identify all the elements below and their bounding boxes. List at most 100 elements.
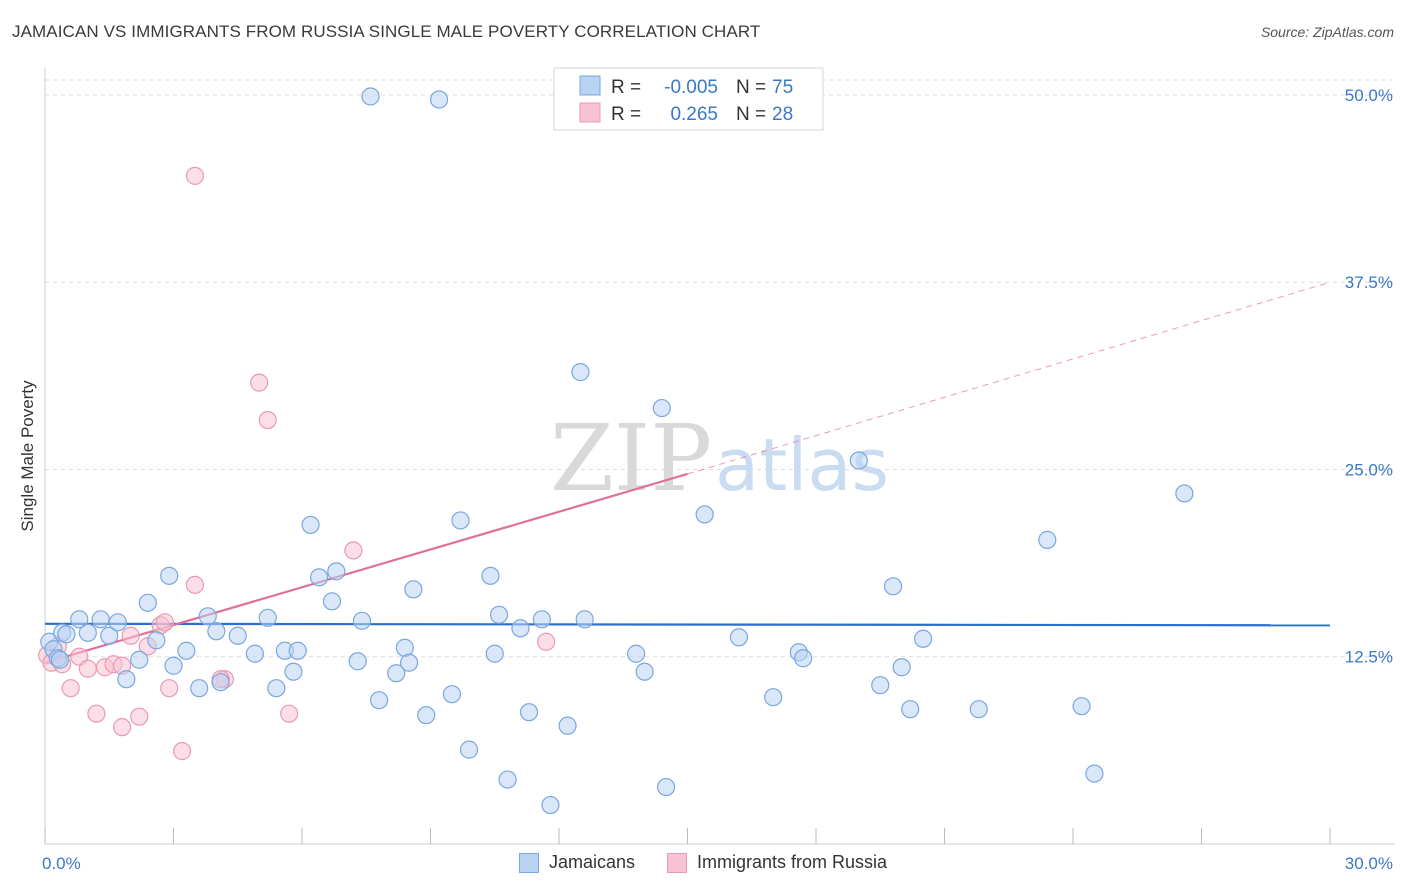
data-point-russia [160,679,179,698]
data-point-russia [87,704,106,723]
data-point-jamaicans [245,644,264,663]
data-point-jamaicans [57,625,76,644]
data-point-jamaicans [498,770,517,789]
data-point-russia [155,613,175,632]
data-point-russia [280,704,299,723]
bottom-legend-label-russia: Immigrants from Russia [697,852,888,872]
y-tick-label: 25.0% [1345,460,1393,479]
data-point-jamaicans [288,641,307,660]
data-point-jamaicans [695,505,714,524]
data-point-jamaicans [451,511,470,530]
axis-layer [44,68,1395,845]
series-russia-points [38,166,556,761]
data-point-jamaicans [794,649,813,668]
trend-layer [44,281,1331,664]
data-point-jamaicans [969,700,988,719]
data-point-jamaicans [267,679,286,698]
data-point-jamaicans [871,676,890,695]
data-point-jamaicans [310,568,329,587]
data-point-jamaicans [130,650,149,669]
trendline-russia-extension [687,281,1331,475]
y-tick-label: 37.5% [1345,273,1393,292]
data-point-jamaicans [211,673,230,692]
data-point-jamaicans [207,622,226,641]
data-point-jamaicans [284,662,303,681]
legend-r-label-1: R = [611,77,641,98]
data-point-jamaicans [177,641,196,660]
data-point-jamaicans [78,623,97,642]
data-point-jamaicans [160,566,179,585]
data-point-jamaicans [764,688,783,707]
data-point-jamaicans [370,691,389,710]
data-point-russia [344,541,363,560]
data-point-russia [121,626,140,645]
legend-r-value-russia: 0.265 [670,104,718,125]
data-point-jamaicans [1175,484,1194,503]
data-point-jamaicans [901,700,920,719]
bottom-legend-swatch-jamaicans [518,852,539,873]
y-axis-title: Single Male Poverty [18,380,37,532]
trendline-russia [44,472,688,664]
data-point-russia [78,659,97,678]
grid-layer [45,79,1395,658]
y-tick-label: 50.0% [1345,86,1393,105]
legend: R = -0.005 N = 75 R = 0.265 N = 28 [553,67,824,131]
data-point-jamaicans [913,629,933,648]
trendline-jamaicans [44,622,1331,627]
data-point-jamaicans [635,662,654,681]
data-point-russia [250,373,269,392]
legend-swatch-jamaicans [579,75,601,96]
data-point-jamaicans [100,626,119,645]
watermark: ZIP atlas [550,405,889,512]
x-tick-label-max: 30.0% [1345,854,1393,873]
data-point-jamaicans [70,610,89,629]
data-point-jamaicans [429,90,449,109]
data-point-jamaicans [849,451,868,470]
data-point-jamaicans [883,577,903,596]
data-point-jamaicans [442,685,462,704]
data-point-russia [185,575,205,594]
legend-n-label-2: N = [736,104,766,125]
data-point-jamaicans [108,613,127,632]
data-point-jamaicans [489,605,509,624]
data-point-jamaicans [571,363,590,382]
data-point-jamaicans [164,656,183,675]
data-point-jamaicans [417,706,436,725]
bottom-legend-swatch-russia [667,852,687,873]
data-point-jamaicans [91,610,110,629]
data-point-jamaicans [322,592,342,611]
data-point-jamaicans [352,611,372,630]
data-point-jamaicans [652,398,671,418]
data-point-russia [172,742,192,761]
data-point-jamaicans [190,679,209,698]
data-point-jamaicans [348,652,367,671]
data-point-jamaicans [228,626,247,645]
y-tick-label: 12.5% [1345,648,1393,667]
data-point-jamaicans [301,515,320,535]
data-point-jamaicans [575,610,594,629]
data-point-jamaicans [481,566,500,585]
data-point-jamaicans [558,716,577,735]
data-point-russia [258,410,277,430]
data-point-jamaicans [258,608,277,627]
data-point-jamaicans [387,664,406,683]
x-tick-label-min: 0.0% [42,854,81,873]
legend-r-value-jamaicans: -0.005 [664,77,718,98]
series-jamaicans-points [40,87,1194,815]
legend-r-label-2: R = [611,104,641,125]
data-point-jamaicans [198,607,217,626]
data-point-jamaicans [117,670,136,689]
tick-label-layer: 12.5% 25.0% 37.5% 50.0% 0.0% 30.0% [42,86,1393,873]
legend-n-value-jamaicans: 75 [772,77,793,98]
data-point-jamaicans [1085,764,1104,783]
data-point-russia [61,679,80,698]
chart-title: JAMAICAN VS IMMIGRANTS FROM RUSSIA SINGL… [12,22,761,41]
data-point-jamaicans [656,777,676,797]
data-point-russia [185,166,205,185]
legend-n-value-russia: 28 [772,104,793,125]
legend-n-label-1: N = [736,77,766,98]
bottom-legend-russia: Immigrants from Russia [667,852,887,873]
data-point-jamaicans [147,631,166,650]
data-point-jamaicans [511,619,530,638]
